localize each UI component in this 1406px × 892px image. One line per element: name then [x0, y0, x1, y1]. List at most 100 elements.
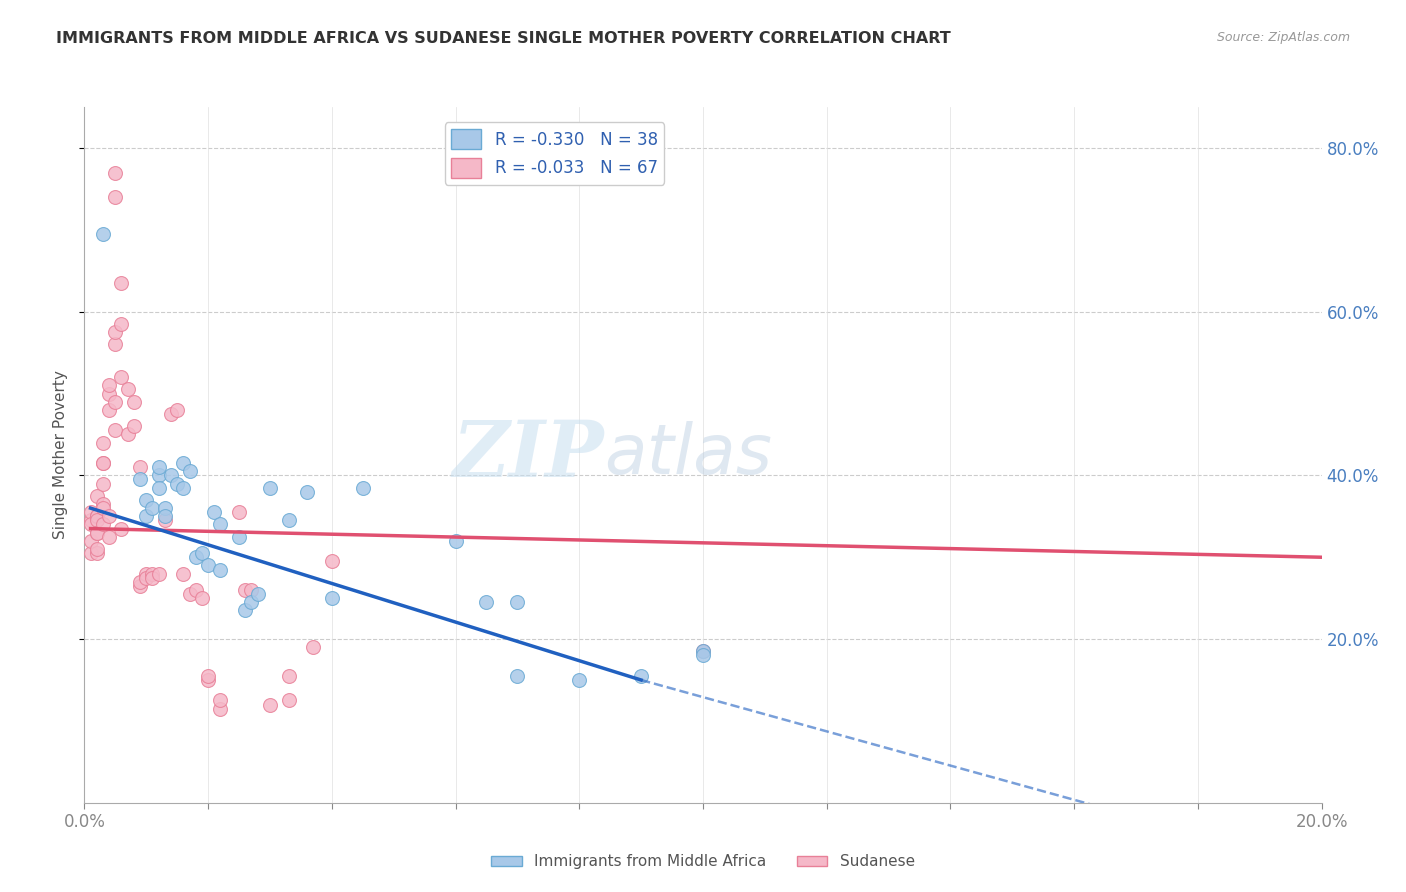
Point [259, 698, 281, 712]
Point [86, 509, 108, 524]
Point [197, 558, 219, 573]
Point [172, 481, 194, 495]
Y-axis label: Single Mother Poverty: Single Mother Poverty [53, 370, 69, 540]
Point [692, 644, 714, 658]
Point [79, 513, 101, 527]
Text: atlas: atlas [605, 421, 772, 489]
Point [129, 579, 152, 593]
Point [172, 456, 194, 470]
Point [321, 554, 343, 568]
Point [184, 582, 207, 597]
Point [506, 669, 529, 683]
Point [240, 582, 263, 597]
Text: ZIP: ZIP [453, 417, 605, 493]
Point [160, 468, 183, 483]
Point [172, 566, 194, 581]
Point [91, 497, 114, 511]
Point [98, 386, 121, 401]
Text: Source: ZipAtlas.com: Source: ZipAtlas.com [1216, 31, 1350, 45]
Point [295, 484, 318, 499]
Point [277, 693, 299, 707]
Point [228, 505, 250, 519]
Point [122, 394, 145, 409]
Point [86, 525, 108, 540]
Point [692, 644, 714, 658]
Point [135, 509, 157, 524]
Point [209, 693, 232, 707]
Point [110, 522, 132, 536]
Point [197, 669, 219, 683]
Point [148, 566, 170, 581]
Point [91, 517, 114, 532]
Point [148, 460, 170, 475]
Point [148, 481, 170, 495]
Point [104, 325, 127, 339]
Point [110, 276, 132, 290]
Point [104, 337, 127, 351]
Point [209, 562, 232, 576]
Point [277, 513, 299, 527]
Point [91, 456, 114, 470]
Point [153, 513, 176, 527]
Point [135, 566, 157, 581]
Point [129, 574, 152, 589]
Point [104, 190, 127, 204]
Point [228, 530, 250, 544]
Point [91, 501, 114, 516]
Point [692, 648, 714, 663]
Point [79, 505, 101, 519]
Point [141, 566, 163, 581]
Point [86, 489, 108, 503]
Point [444, 533, 467, 548]
Point [277, 669, 299, 683]
Point [191, 546, 214, 560]
Point [209, 701, 232, 715]
Point [202, 505, 225, 519]
Point [91, 227, 114, 241]
Point [91, 476, 114, 491]
Point [79, 546, 101, 560]
Point [91, 435, 114, 450]
Point [117, 427, 139, 442]
Point [129, 460, 152, 475]
Point [110, 317, 132, 331]
Point [166, 476, 188, 491]
Point [352, 481, 374, 495]
Point [135, 492, 157, 507]
Point [197, 673, 219, 687]
Point [135, 571, 157, 585]
Point [129, 473, 152, 487]
Point [209, 517, 232, 532]
Point [321, 591, 343, 606]
Point [191, 591, 214, 606]
Point [166, 403, 188, 417]
Point [179, 464, 201, 478]
Point [104, 165, 127, 179]
Point [259, 481, 281, 495]
Legend: Immigrants from Middle Africa, Sudanese: Immigrants from Middle Africa, Sudanese [485, 848, 921, 875]
Point [153, 509, 176, 524]
Point [86, 542, 108, 557]
Point [98, 403, 121, 417]
Point [86, 525, 108, 540]
Point [233, 582, 256, 597]
Point [104, 423, 127, 437]
Point [141, 501, 163, 516]
Point [475, 595, 498, 609]
Point [148, 468, 170, 483]
Point [98, 530, 121, 544]
Point [91, 456, 114, 470]
Point [122, 419, 145, 434]
Point [79, 533, 101, 548]
Point [98, 378, 121, 392]
Point [104, 394, 127, 409]
Point [160, 407, 183, 421]
Point [184, 550, 207, 565]
Point [117, 383, 139, 397]
Point [179, 587, 201, 601]
Point [86, 513, 108, 527]
Point [233, 603, 256, 617]
Point [630, 669, 652, 683]
Point [302, 640, 325, 655]
Text: IMMIGRANTS FROM MIDDLE AFRICA VS SUDANESE SINGLE MOTHER POVERTY CORRELATION CHAR: IMMIGRANTS FROM MIDDLE AFRICA VS SUDANES… [56, 31, 950, 46]
